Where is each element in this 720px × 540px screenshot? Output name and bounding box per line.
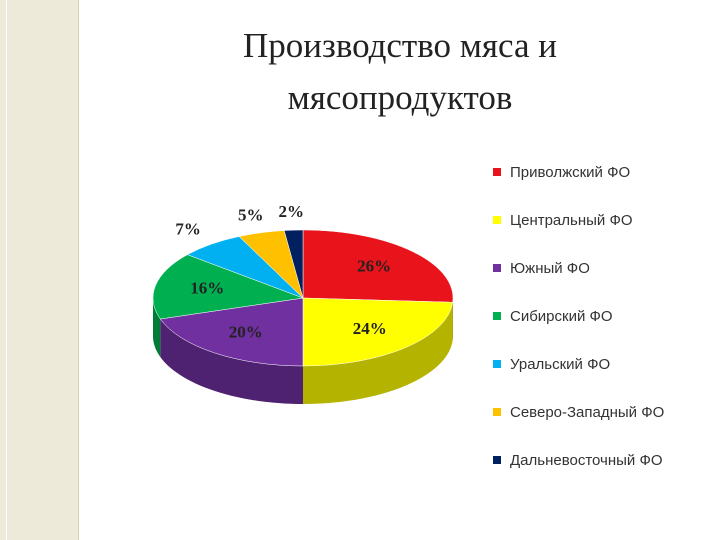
data-label: 20% [229,323,263,342]
legend-item: Уральский ФО [493,355,683,403]
slice [302,297,453,367]
legend-item: Дальневосточный ФО [493,451,683,499]
legend-item: Центральный ФО [493,211,683,259]
legend-label: Уральский ФО [510,356,611,373]
slice [152,254,304,320]
legend-label: Центральный ФО [510,212,633,229]
slice [283,229,304,299]
legend-label: Сибирский ФО [510,308,613,325]
legend-swatch [493,168,501,176]
decor-strip [0,0,79,540]
legend-swatch [493,312,501,320]
slice-side [303,302,453,404]
data-label: 24% [353,319,387,338]
legend-item: Северо-Западный ФО [493,403,683,451]
legend-label: Южный ФО [510,260,590,277]
legend-swatch [493,408,501,416]
data-label: 7% [175,220,201,239]
legend-label: Дальневосточный ФО [510,452,663,469]
data-label: 2% [278,202,304,221]
legend-item: Южный ФО [493,259,683,307]
legend-swatch [493,360,501,368]
legend-swatch [493,264,501,272]
legend-item: Приволжский ФО [493,163,683,211]
legend-label: Северо-Западный ФО [510,404,665,421]
slice [302,229,454,303]
data-label: 26% [357,257,391,276]
chart-title: Производство мяса и мясопродуктов [242,26,557,117]
slice-side [153,298,161,358]
legend-item: Сибирский ФО [493,307,683,355]
legend-label: Приволжский ФО [510,164,631,181]
slice-side [160,319,303,404]
slice [159,297,304,367]
data-label: 5% [238,205,264,224]
legend-swatch [493,216,501,224]
legend: Приволжский ФО Центральный ФО Южный ФО Сиби… [493,163,683,499]
data-label: 16% [190,279,224,298]
legend-swatch [493,456,501,464]
